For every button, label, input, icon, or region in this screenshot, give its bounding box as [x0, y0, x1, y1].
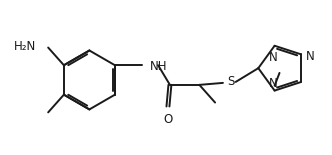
Text: NH: NH — [150, 60, 168, 73]
Text: O: O — [163, 113, 173, 126]
Text: N: N — [269, 77, 278, 90]
Text: N: N — [269, 51, 278, 64]
Text: S: S — [227, 75, 234, 88]
Text: H₂N: H₂N — [14, 40, 37, 53]
Text: N: N — [306, 50, 315, 63]
